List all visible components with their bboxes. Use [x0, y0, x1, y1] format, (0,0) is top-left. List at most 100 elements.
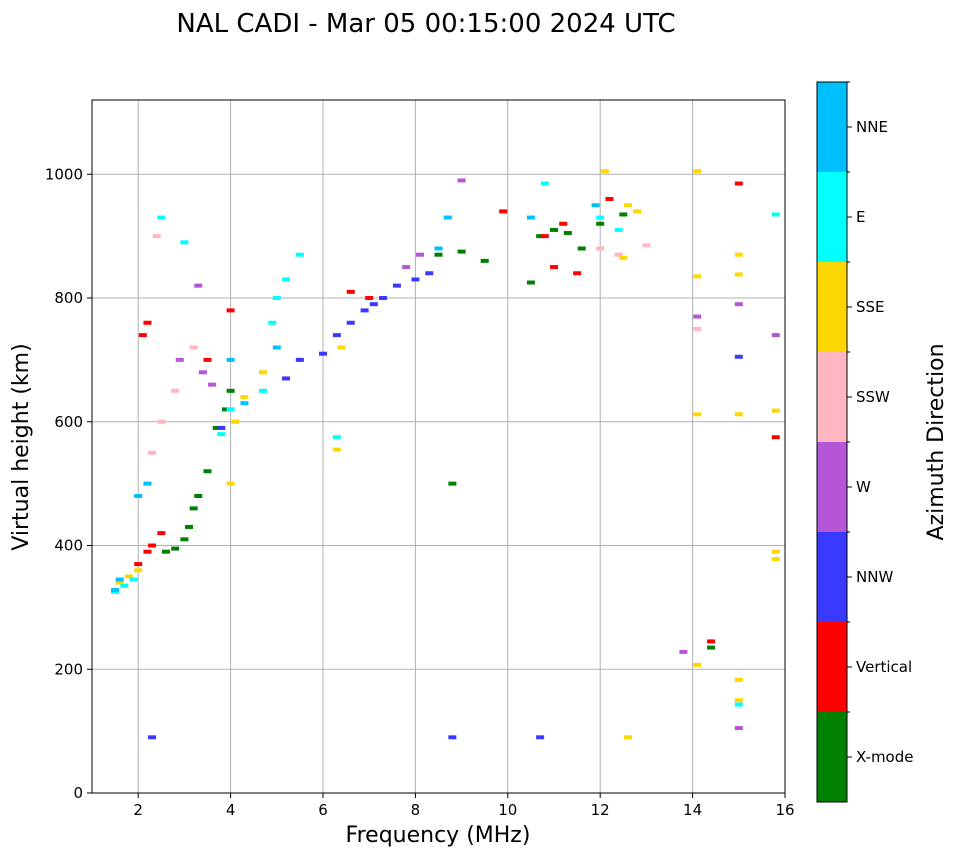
data-point: [282, 277, 291, 282]
data-point: [771, 408, 780, 413]
x-tick-label: 8: [411, 801, 421, 819]
data-point: [138, 333, 147, 338]
data-point: [707, 639, 716, 644]
data-point: [591, 203, 600, 208]
data-point: [540, 181, 549, 186]
data-point: [240, 401, 249, 406]
data-point: [189, 345, 198, 350]
data-point: [175, 357, 184, 362]
data-point: [148, 735, 157, 740]
data-point: [332, 447, 341, 452]
data-point: [734, 181, 743, 186]
y-tick-label: 1000: [45, 165, 83, 183]
colorbar-label: Azimuth Direction: [924, 343, 949, 540]
data-point: [619, 212, 628, 217]
data-point: [480, 258, 489, 263]
y-tick-label: 600: [54, 413, 83, 431]
data-point: [226, 308, 235, 313]
data-point: [771, 435, 780, 440]
data-point: [180, 537, 189, 542]
data-point: [734, 726, 743, 731]
data-point: [614, 227, 623, 232]
y-tick-label: 200: [54, 660, 83, 678]
data-point: [771, 549, 780, 554]
data-point: [268, 320, 277, 325]
data-point: [148, 543, 157, 548]
data-point: [623, 735, 632, 740]
data-point: [332, 435, 341, 440]
data-point: [134, 494, 143, 498]
colorbar-segment: [817, 442, 847, 532]
colorbar-label-vertical: Vertical: [856, 658, 912, 676]
data-point: [536, 735, 545, 740]
colorbar-label-x-mode: X-mode: [856, 748, 913, 766]
data-point: [771, 557, 780, 562]
data-point: [171, 546, 180, 551]
data-point: [221, 407, 230, 412]
colorbar-label-nne: NNE: [856, 118, 888, 136]
data-point: [258, 370, 267, 375]
x-tick-label: 10: [498, 801, 517, 819]
data-point: [143, 549, 152, 554]
data-point: [295, 252, 304, 257]
data-point: [319, 351, 327, 356]
data-point: [425, 271, 434, 276]
x-tick-label: 12: [591, 801, 610, 819]
data-point: [499, 209, 508, 214]
data-point: [346, 289, 355, 294]
data-point: [693, 314, 702, 319]
chart-title: NAL CADI - Mar 05 00:15:00 2024 UTC: [176, 9, 675, 39]
data-point: [693, 274, 702, 279]
colorbar-segment: [817, 622, 847, 712]
data-point: [693, 326, 702, 331]
data-point: [226, 407, 235, 412]
series-w: [175, 178, 780, 731]
data-point: [115, 577, 124, 582]
data-point: [600, 169, 609, 174]
data-point: [693, 662, 702, 667]
data-point: [272, 296, 281, 300]
data-point: [734, 702, 743, 707]
y-tick-label: 800: [54, 289, 83, 307]
colorbar-frame: [816, 81, 848, 803]
data-point: [596, 221, 605, 226]
data-point: [217, 425, 226, 430]
data-point: [198, 370, 207, 375]
data-point: [679, 649, 688, 654]
data-point: [217, 432, 226, 437]
data-point: [448, 735, 457, 740]
colorbar-segment: [817, 352, 847, 442]
data-point: [282, 376, 291, 381]
colorbar: X-mode Vertical NNW W SSW SSE E NNE: [816, 81, 913, 803]
colorbar-label-ssw: SSW: [856, 388, 890, 406]
data-point: [619, 255, 628, 260]
data-point: [559, 221, 568, 226]
data-point: [143, 481, 152, 486]
data-point: [120, 583, 129, 588]
data-point: [623, 203, 632, 208]
data-point: [171, 388, 180, 393]
data-point: [208, 382, 217, 387]
data-point: [295, 357, 304, 362]
x-tick-label: 2: [133, 801, 143, 819]
data-point: [596, 246, 605, 251]
colorbar-segment: [817, 172, 847, 262]
x-tick-label: 14: [683, 801, 702, 819]
y-tick-label: 0: [73, 784, 83, 802]
data-point: [203, 357, 212, 362]
data-point: [633, 209, 642, 214]
data-point: [443, 215, 452, 220]
data-point: [272, 345, 281, 350]
data-point: [360, 308, 369, 313]
data-point: [185, 524, 194, 529]
data-point: [536, 234, 545, 239]
data-point: [365, 296, 374, 300]
data-point: [434, 252, 443, 257]
data-point: [124, 574, 133, 579]
series-nne: [111, 203, 600, 593]
series-ssw: [148, 234, 702, 455]
data-point: [402, 265, 411, 270]
data-point: [614, 252, 623, 257]
data-point: [573, 271, 582, 276]
data-point: [526, 280, 535, 285]
